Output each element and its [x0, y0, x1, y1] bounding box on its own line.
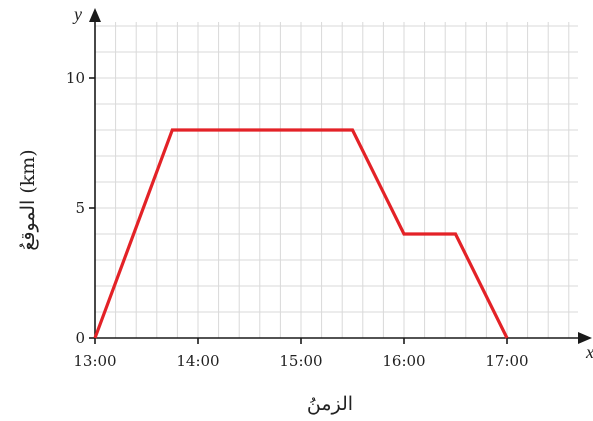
x-tick-label: 15:00: [279, 352, 322, 370]
x-axis-title: الزمنُ: [307, 393, 353, 415]
x-tick-label: 14:00: [176, 352, 219, 370]
x-tick-label: 13:00: [73, 352, 116, 370]
y-axis-title: الموقعُ (km): [17, 149, 39, 250]
x-tick-label: 16:00: [382, 352, 425, 370]
y-tick-label: 0: [75, 329, 85, 347]
x-tick-label: 17:00: [485, 352, 528, 370]
y-axis-name: y: [72, 4, 82, 24]
ticks: 13:00 14:00 15:00 16:00 17:00 0 5 10: [66, 69, 529, 370]
grid: [95, 22, 578, 338]
y-tick-label: 5: [75, 199, 85, 217]
x-axis-arrow-icon: [578, 332, 592, 344]
x-axis-name: x: [585, 342, 593, 362]
y-tick-label: 10: [66, 69, 85, 87]
y-axis-arrow-icon: [89, 8, 101, 22]
position-series-line: [93, 128, 509, 339]
axes: [89, 8, 592, 344]
series-group: [93, 128, 509, 339]
